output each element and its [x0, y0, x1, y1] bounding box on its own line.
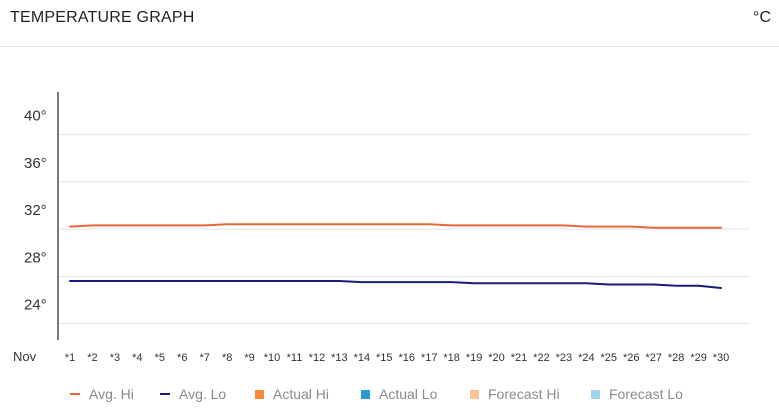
x-tick-label: *8 — [222, 352, 232, 364]
y-tick-label: 28° — [24, 249, 47, 266]
legend-item-actual-hi[interactable]: Actual Hi — [255, 386, 329, 402]
x-axis-label: Nov — [13, 349, 37, 364]
y-tick-label: 40° — [24, 108, 47, 125]
legend-swatch — [160, 393, 170, 395]
legend-swatch — [255, 389, 264, 399]
legend-swatch — [70, 393, 80, 395]
x-tick-label: *12 — [309, 352, 326, 364]
legend-label: Avg. Lo — [179, 386, 227, 402]
legend-label: Actual Hi — [273, 386, 330, 402]
chart-legend: Avg. Hi Avg. Lo Actual Hi Actual Lo Forecast… — [0, 382, 779, 408]
legend-label: Actual Lo — [379, 386, 438, 402]
x-tick-label: *16 — [398, 352, 415, 364]
x-tick-label: *23 — [556, 352, 573, 364]
x-tick-label: *4 — [132, 352, 142, 364]
unit-label: °C — [753, 9, 771, 26]
x-tick-label: *19 — [466, 352, 483, 364]
x-tick-label: *29 — [690, 352, 707, 364]
legend-swatch — [361, 389, 370, 399]
x-tick-label: *14 — [354, 352, 371, 364]
series-line-avg-hi — [69, 223, 722, 229]
legend-label: Avg. Hi — [89, 386, 134, 402]
x-tick-label: *6 — [177, 352, 187, 364]
legend-swatch — [470, 389, 479, 399]
x-tick-label: *24 — [578, 352, 595, 364]
x-tick-label: *28 — [668, 352, 685, 364]
legend-item-avg-lo[interactable]: Avg. Lo — [160, 386, 226, 402]
x-tick-label: *9 — [244, 352, 254, 364]
x-tick-label: *17 — [421, 352, 438, 364]
x-tick-label: *20 — [488, 352, 505, 364]
x-tick-label: *10 — [264, 352, 281, 364]
y-tick-label: 24° — [24, 297, 47, 314]
legend-item-avg-hi[interactable]: Avg. Hi — [70, 386, 134, 402]
page-title: TEMPERATURE GRAPH — [10, 9, 195, 26]
x-tick-label: *21 — [511, 352, 528, 364]
x-tick-label: *18 — [443, 352, 460, 364]
x-tick-label: *27 — [645, 352, 662, 364]
x-tick-label: *1 — [65, 352, 75, 364]
x-tick-label: *22 — [533, 352, 550, 364]
x-tick-label: *13 — [331, 352, 348, 364]
x-tick-label: *26 — [623, 352, 640, 364]
x-tick-label: *30 — [713, 352, 730, 364]
legend-label: Forecast Hi — [488, 386, 560, 402]
legend-item-actual-lo[interactable]: Actual Lo — [361, 386, 437, 402]
legend-item-forecast-lo[interactable]: Forecast Lo — [591, 386, 683, 402]
x-tick-label: *3 — [110, 352, 120, 364]
x-tick-label: *2 — [87, 352, 97, 364]
x-tick-label: *15 — [376, 352, 393, 364]
legend-swatch — [591, 389, 600, 399]
y-tick-label: 36° — [24, 155, 47, 172]
x-tick-label: *25 — [601, 352, 618, 364]
y-tick-label: 32° — [24, 202, 47, 219]
temperature-chart: 40° 36° 32° 28° 24° Nov *1 *2 *3 *4 *5 *6 *7 *8 *9 *10 *… — [13, 92, 750, 364]
x-tick-label: *5 — [155, 352, 165, 364]
legend-item-forecast-hi[interactable]: Forecast Hi — [470, 386, 560, 402]
chart-header: TEMPERATURE GRAPH °C — [0, 0, 779, 47]
x-tick-label: *7 — [199, 352, 209, 364]
x-tick-label: *11 — [287, 352, 303, 364]
legend-label: Forecast Lo — [609, 386, 683, 402]
series-line-avg-lo — [69, 280, 722, 289]
